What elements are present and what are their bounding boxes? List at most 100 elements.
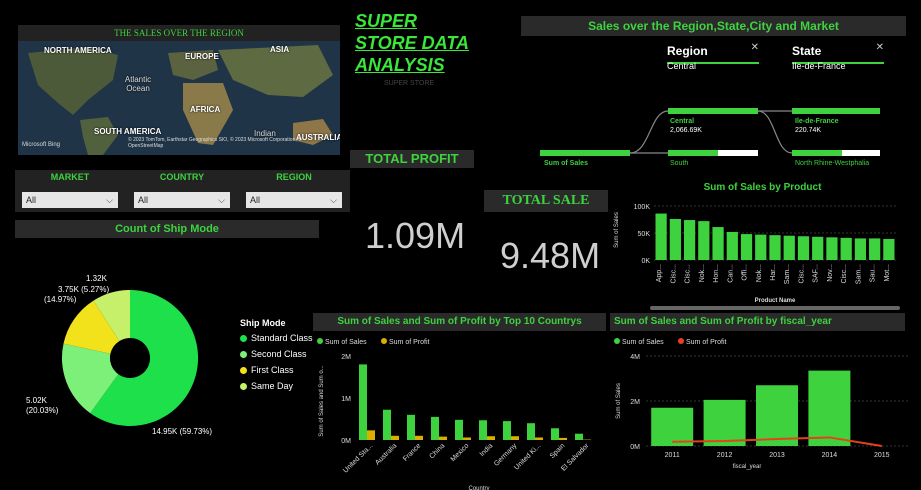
x-tick-label: China [429,442,447,460]
sales-bar[interactable] [651,407,694,446]
central-bar[interactable] [668,108,758,114]
sales-bar[interactable] [383,409,391,440]
legend-dot [240,350,247,358]
legend-dot [678,338,684,344]
map-label-south-america: SOUTH AMERICA [94,127,162,136]
product-bar[interactable] [698,221,710,260]
sales-bar[interactable] [527,423,535,440]
chevron-down-icon: ⌵ [106,195,113,205]
map-attribution: © 2023 TomTom, Earthstar Geographics SIO… [128,137,302,149]
market-dropdown[interactable]: All ⌵ [22,192,118,208]
sales-bar[interactable] [431,416,439,440]
x-tick-label: Cisc... [841,264,848,284]
sales-bar[interactable] [756,385,798,446]
product-bar[interactable] [769,235,781,260]
sales-bar[interactable] [455,419,463,440]
close-icon[interactable]: ✕ [750,42,759,53]
product-bar[interactable] [726,231,738,260]
decomp-tree-graphic [540,108,880,156]
profit-bar[interactable] [487,436,495,440]
profit-bar[interactable] [511,436,519,440]
legend-same-day[interactable]: Same Day [240,381,313,391]
profit-bar[interactable] [367,430,375,440]
region-level-header[interactable]: Region ✕ [667,42,759,64]
nrw-bar-fill[interactable] [792,150,842,156]
title-line-2: STORE DATA [355,33,470,53]
y-tick-label: 1M [341,396,351,403]
profit-bar[interactable] [415,435,423,440]
profit-bar[interactable] [391,435,399,440]
product-sales-chart[interactable]: 100K 50K 0K Sum of Sales App... Cisc... Cisc..… [610,196,905,314]
south-bar-rest [718,150,758,156]
label-first-class-pct: (14.97%) [44,295,77,304]
region-filter-label: REGION [276,172,312,182]
close-icon[interactable]: ✕ [875,42,884,53]
product-bar[interactable] [854,238,867,260]
donut-slice-first-class[interactable] [63,300,120,354]
legend-dot [240,382,247,390]
product-bar[interactable] [783,235,795,260]
x-tick-label: France [402,442,422,462]
product-bar[interactable] [883,238,895,260]
ile-de-france-bar[interactable] [792,108,880,114]
country-sales-profit-chart[interactable]: Sum of Sales Sum of Profit 2M 1M 0M Sum of Sa… [313,333,608,490]
sales-bar[interactable] [808,370,851,446]
label-second-class-pct: (20.03%) [26,406,59,415]
x-tick-label: Australia [374,442,398,466]
donut-slice-same-day[interactable] [93,290,131,342]
market-dropdown-value: All [26,195,37,205]
x-tick-label: Cisc... [685,264,692,284]
fiscal-year-chart[interactable]: Sum of Sales Sum of Profit 4M 2M 0M Sum of Sa… [610,333,915,473]
region-dropdown[interactable]: All ⌵ [246,192,342,208]
product-bar[interactable] [655,213,667,260]
legend-standard-class[interactable]: Standard Class [240,333,313,343]
product-bar[interactable] [712,227,724,260]
product-bar[interactable] [869,238,881,260]
nrw-label: North Rhine-Westphalia [795,160,870,167]
x-tick-label: Nok... [756,264,763,282]
profit-bar[interactable] [559,437,567,440]
sales-bar[interactable] [703,399,746,446]
donut-slice-standard-class[interactable] [90,289,199,426]
x-tick-label: 2013 [769,452,785,459]
product-bar[interactable] [755,234,767,260]
x-tick-label: 2015 [874,452,890,459]
profit-bar[interactable] [535,437,543,440]
country-dropdown[interactable]: All ⌵ [134,192,230,208]
product-bar[interactable] [826,237,838,260]
product-bar[interactable] [840,237,852,260]
y-axis-title: Sum of Sales [614,212,620,248]
x-tick-label: Har... [770,264,777,281]
sales-bar[interactable] [407,414,415,440]
sales-map[interactable]: NORTH AMERICA EUROPE ASIA Atlantic Ocean… [18,25,340,155]
dashboard-title: SUPER STORE DATA ANALYSIS [355,10,495,76]
south-bar-fill[interactable] [668,150,718,156]
state-level-title: State [792,44,822,58]
state-level-header[interactable]: State ✕ [792,42,884,64]
profit-bar[interactable] [439,436,447,440]
legend-second-class[interactable]: Second Class [240,349,313,359]
ship-mode-donut[interactable] [60,288,200,428]
horizontal-scrollbar[interactable] [650,306,900,310]
sales-bar[interactable] [503,421,511,440]
profit-bar[interactable] [463,437,471,440]
sales-bar[interactable] [575,433,583,440]
donut-slice-second-class[interactable] [61,343,119,414]
dashboard-subtitle: SUPER STORE [384,80,435,87]
product-bar[interactable] [812,236,824,260]
product-bar[interactable] [683,220,696,260]
legend-label: Sum of Sales [622,339,664,346]
legend-first-class[interactable]: First Class [240,365,313,375]
sales-bar[interactable] [551,428,559,440]
x-tick-label: 2011 [665,452,680,459]
product-bar[interactable] [797,236,810,260]
world-map-graphic [18,25,340,155]
sales-bar[interactable] [359,364,367,440]
legend-label: Standard Class [251,333,313,343]
product-bar[interactable] [740,234,753,260]
legend-label: Sum of Sales [325,339,367,346]
region-level-value: Central [667,61,697,71]
sales-bar[interactable] [479,420,487,440]
label-second-class-value: 5.02K [26,396,47,405]
product-bar[interactable] [669,218,681,260]
